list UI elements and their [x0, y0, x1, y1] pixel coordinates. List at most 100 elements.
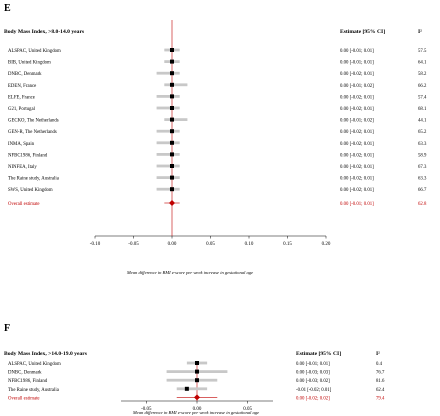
ci-bar: [156, 176, 180, 179]
i2-value: 66.7: [418, 188, 427, 193]
panel-label-f: F: [4, 323, 10, 334]
ci-bar: [156, 153, 180, 156]
point-estimate: [184, 386, 189, 391]
panel-f-group-header: Body Mass Index, >14.0-19.0 years: [4, 351, 88, 357]
overall-diamond: [169, 200, 175, 206]
x-axis-tick-label: 0.00: [168, 242, 177, 247]
overall-label: Overall estimate: [8, 202, 40, 207]
study-name: G21, Portugal: [8, 107, 36, 112]
x-axis-tick-label: -0.10: [90, 242, 101, 247]
point-estimate: [170, 117, 174, 122]
estimate-ci-text: 0.00 [-0.02; 0.01]: [340, 107, 374, 112]
ci-bar: [156, 95, 180, 98]
estimate-ci-text: 0.00 [-0.02; 0.01]: [340, 153, 374, 158]
study-name: GEN-R, The Netherlands: [8, 130, 57, 135]
x-axis-tick-label: 0.00: [193, 407, 202, 412]
i2-value: 57.4: [418, 95, 427, 100]
i2-value: 68.1: [418, 107, 427, 112]
i2-value: 62.4: [376, 388, 385, 393]
point-estimate: [195, 378, 199, 383]
estimate-ci-text: 0.00 [-0.02; 0.01]: [340, 177, 374, 182]
i2-value: 58.9: [418, 153, 427, 158]
ci-bar: [156, 141, 180, 145]
overall-estimate-text: 0.00 [-0.02; 0.02]: [296, 396, 330, 401]
study-name: NINFEA, Italy: [8, 165, 37, 170]
estimate-ci-text: 0.00 [-0.01; 0.01]: [296, 362, 330, 367]
estimate-ci-text: 0.00 [-0.01; 0.01]: [340, 49, 374, 54]
point-estimate: [170, 48, 174, 52]
ci-bar: [166, 378, 218, 382]
estimate-ci-text: 0.00 [-0.02; 0.01]: [340, 142, 374, 147]
i2-value: 64.1: [418, 61, 427, 66]
i2-value: 66.2: [418, 84, 427, 89]
panel-f-estimate-header: Estimate [95% CI]: [296, 351, 341, 357]
panel-label-e: E: [4, 3, 11, 14]
study-name: The Raine study, Australia: [8, 388, 60, 393]
i2-value: 65.2: [418, 130, 427, 135]
study-name: INMA, Spain: [8, 142, 35, 147]
estimate-ci-text: 0.00 [-0.02; 0.01]: [340, 72, 374, 77]
ci-bar: [156, 106, 180, 110]
i2-value: 44.1: [418, 119, 427, 124]
point-estimate: [170, 106, 174, 110]
overall-estimate-text: 0.00 [-0.01; 0.01]: [340, 202, 374, 207]
study-name: BIB, United Kingdom: [8, 61, 51, 66]
i2-value: 67.3: [418, 165, 427, 170]
study-name: DNBC, Denmark: [8, 72, 42, 77]
study-name: The Raine study, Australia: [8, 177, 60, 182]
overall-i2-value: 62.8: [418, 202, 427, 207]
estimate-ci-text: 0.00 [-0.01; 0.02]: [340, 84, 374, 89]
x-axis-tick-label: -0.05: [128, 242, 139, 247]
study-name: EDEN, France: [8, 84, 36, 89]
point-estimate: [195, 361, 199, 365]
point-estimate: [170, 140, 174, 145]
estimate-ci-text: 0.00 [-0.03; 0.02]: [296, 379, 330, 384]
x-axis-tick-label: -0.05: [141, 407, 152, 412]
point-estimate: [170, 164, 174, 168]
point-estimate: [170, 94, 174, 99]
study-name: ALSPAC, United Kingdom: [8, 49, 61, 54]
ci-bar: [156, 129, 180, 133]
x-axis-tick-label: 0.20: [322, 242, 331, 247]
ci-bar: [164, 118, 188, 121]
x-axis-tick-label: 0.05: [243, 407, 252, 412]
estimate-ci-text: 0.00 [-0.02; 0.01]: [340, 188, 374, 193]
estimate-ci-text: 0.00 [-0.03; 0.03]: [296, 371, 330, 376]
overall-label: Overall estimate: [8, 396, 40, 401]
point-estimate: [170, 71, 174, 76]
overall-i2-value: 79.4: [376, 396, 385, 401]
panel-f-x-axis-label: Mean difference in BMI z-score per week …: [132, 410, 259, 415]
i2-value: 63.3: [418, 142, 427, 147]
ci-bar: [156, 187, 180, 191]
i2-value: 57.5: [418, 49, 427, 54]
panel-e-x-axis-label: Mean difference in BMI z-score per week …: [126, 270, 253, 275]
study-name: GECKO, The Netherlands: [8, 119, 59, 124]
i2-value: 76.7: [376, 371, 385, 376]
study-name: NFBC1986, Finland: [8, 153, 48, 158]
point-estimate: [195, 369, 199, 374]
i2-value: 58.2: [418, 72, 427, 77]
point-estimate: [170, 152, 174, 157]
i2-value: 63.3: [418, 177, 427, 182]
study-name: NFBC1986, Finland: [8, 379, 48, 384]
x-axis-tick-label: 0.10: [245, 242, 254, 247]
estimate-ci-text: 0.00 [-0.02; 0.01]: [340, 165, 374, 170]
point-estimate: [170, 82, 174, 87]
estimate-ci-text: 0.00 [-0.02; 0.01]: [340, 95, 374, 100]
i2-value: 0.4: [376, 362, 383, 367]
study-name: SWS, United Kingdom: [8, 188, 53, 193]
study-name: ALSPAC, United Kingdom: [8, 362, 61, 367]
point-estimate: [170, 59, 174, 64]
overall-diamond: [194, 394, 200, 401]
panel-e-i2-header: I²: [418, 29, 422, 35]
estimate-ci-text: -0.01 [-0.02; 0.01]: [296, 388, 332, 393]
point-estimate: [170, 175, 174, 180]
ci-bar: [156, 164, 180, 168]
study-name: DNBC, Denmark: [8, 371, 42, 376]
estimate-ci-text: 0.00 [-0.01; 0.02]: [340, 119, 374, 124]
estimate-ci-text: 0.00 [-0.02; 0.01]: [340, 130, 374, 135]
panel-e-group-header: Body Mass Index, >8.0-14.0 years: [4, 29, 85, 35]
point-estimate: [170, 187, 174, 192]
ci-bar: [176, 387, 208, 391]
